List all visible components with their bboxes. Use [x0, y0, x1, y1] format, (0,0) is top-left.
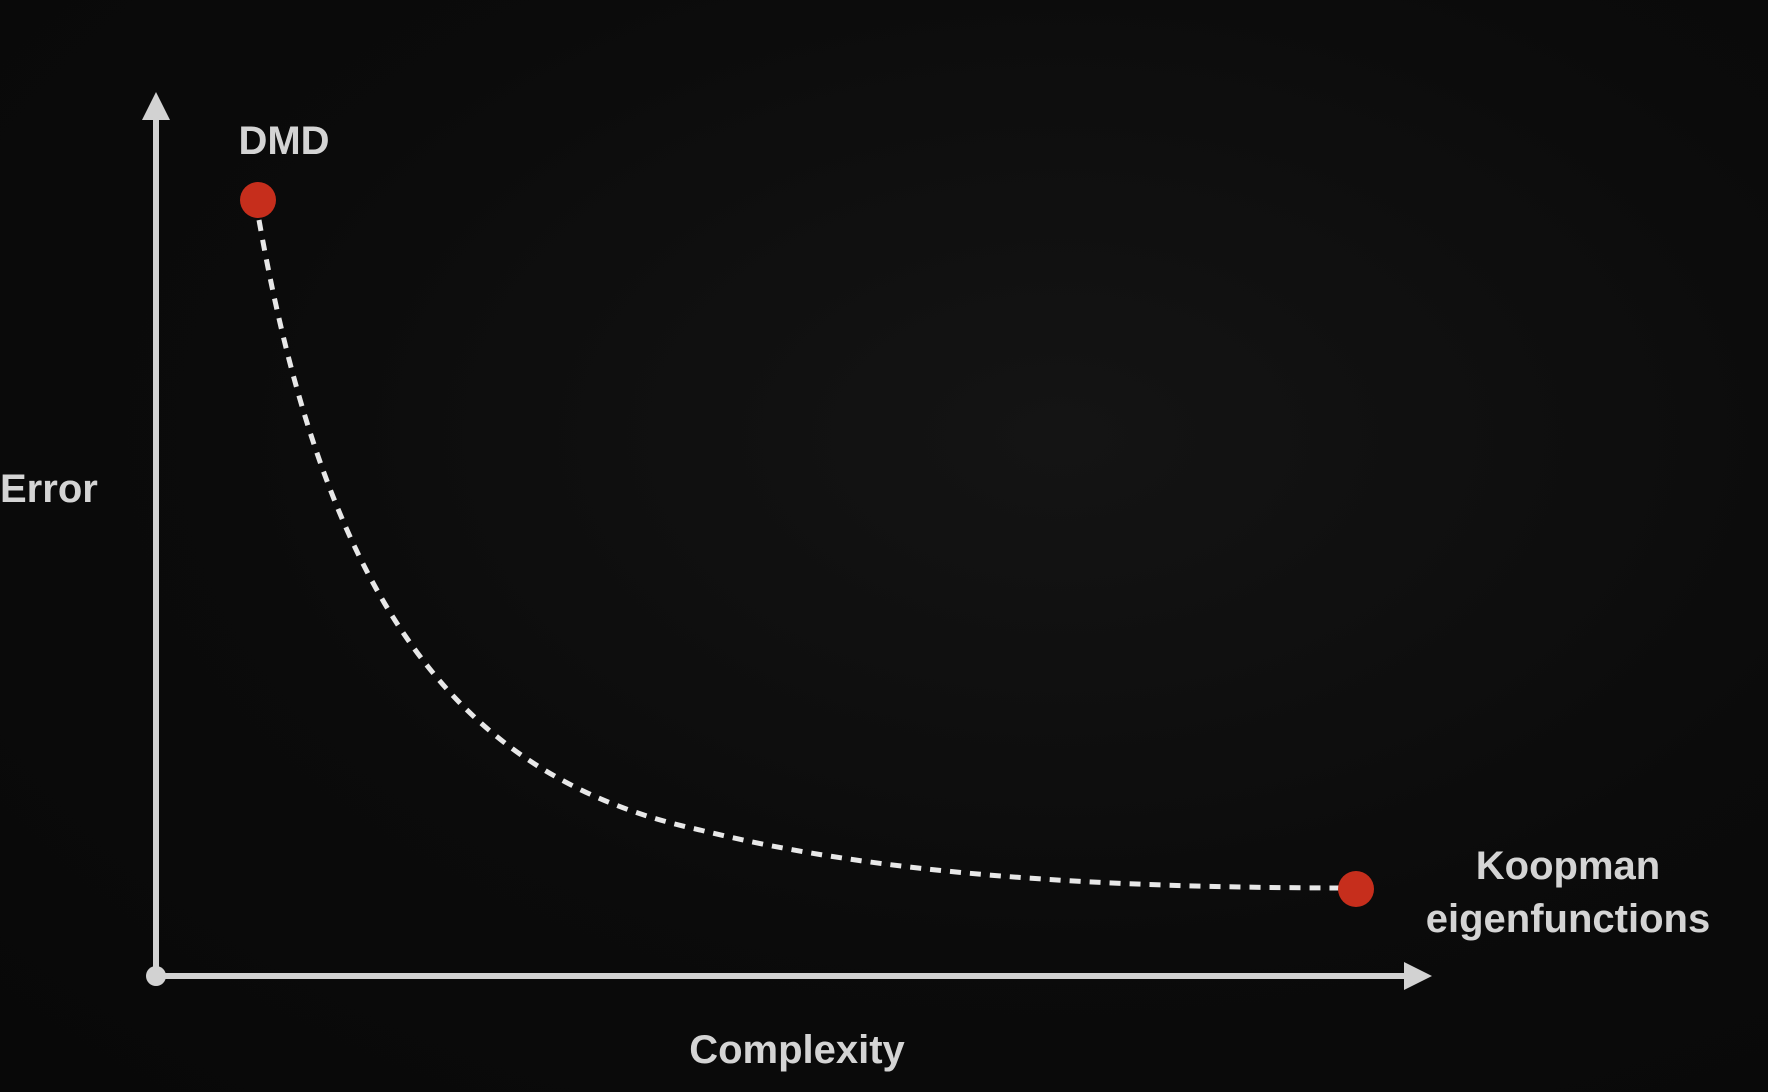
- koopman-label-line1: Koopman: [1476, 844, 1660, 888]
- x-axis-label: Complexity: [689, 1028, 905, 1072]
- origin-dot: [146, 966, 166, 986]
- dmd-point: [240, 182, 276, 218]
- y-axis-label: Error: [0, 467, 98, 511]
- koopman-point: [1338, 871, 1374, 907]
- tradeoff-curve: [256, 219, 1357, 891]
- dmd-label: DMD: [238, 119, 329, 163]
- koopman-label-line2: eigenfunctions: [1426, 897, 1710, 941]
- x-axis-arrowhead: [1404, 962, 1432, 990]
- y-axis-arrowhead: [142, 92, 170, 120]
